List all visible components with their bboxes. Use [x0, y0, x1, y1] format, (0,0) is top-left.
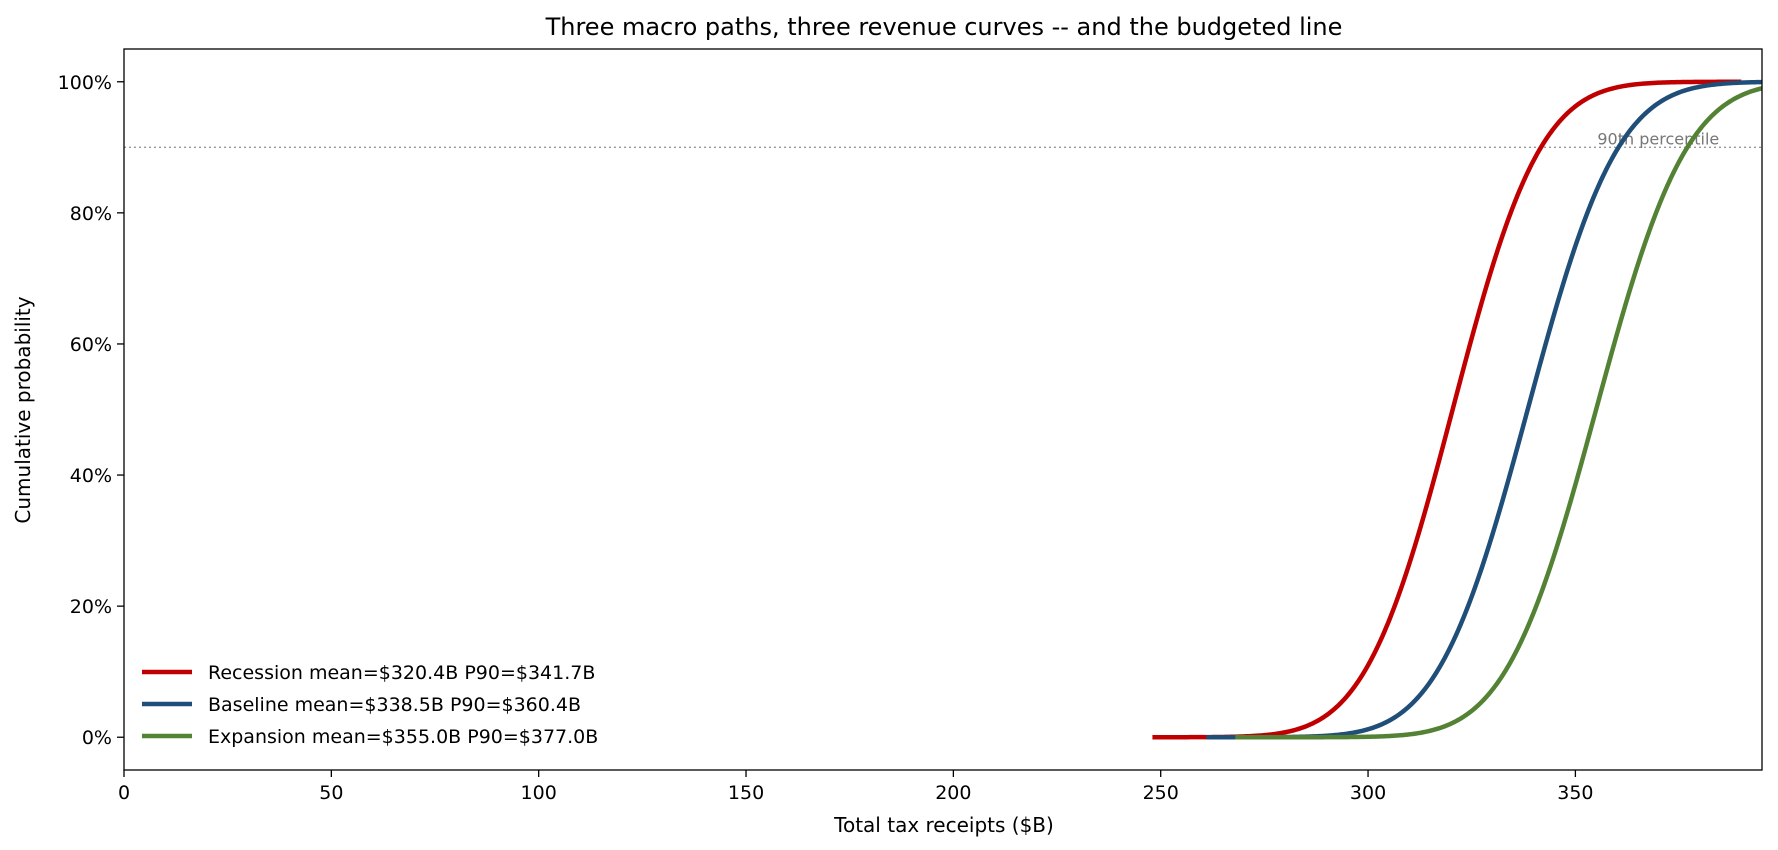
y-tick-label: 20% — [70, 596, 112, 618]
y-tick-label: 80% — [70, 203, 112, 225]
reference-line-label: 90th percentile — [1597, 129, 1719, 148]
axes-frame — [123, 48, 1763, 771]
x-tick-label: 250 — [1143, 782, 1179, 804]
x-tick-label: 150 — [728, 782, 764, 804]
plot-area: 90th percentile 0 50 100 150 200 250 300 350 0% 20… — [58, 48, 1763, 804]
chart-title: Three macro paths, three revenue curves … — [545, 13, 1343, 41]
legend: Recession mean=$320.4B P90=$341.7B Baseli… — [142, 662, 598, 748]
y-axis-label: Cumulative probability — [11, 296, 35, 523]
x-axis-label: Total tax receipts ($B) — [833, 813, 1054, 837]
series-line-1 — [1152, 79, 1742, 740]
y-tick-label: 0% — [82, 727, 112, 749]
x-tick-label: 50 — [319, 782, 343, 804]
x-tick-label: 300 — [1350, 782, 1386, 804]
x-tick-label: 200 — [935, 782, 971, 804]
legend-label-1: Recession mean=$320.4B P90=$341.7B — [208, 662, 595, 684]
series-line-3 — [1234, 86, 1762, 740]
y-tick-label: 60% — [70, 334, 112, 356]
y-tick-label: 40% — [70, 465, 112, 487]
series-line-2 — [1205, 79, 1762, 740]
legend-label-2: Baseline mean=$338.5B P90=$360.4B — [208, 694, 581, 716]
x-tick-label: 350 — [1557, 782, 1593, 804]
legend-label-3: Expansion mean=$355.0B P90=$377.0B — [208, 726, 598, 748]
y-tick-label: 100% — [58, 72, 112, 94]
x-tick-label: 100 — [521, 782, 557, 804]
x-tick-label: 0 — [118, 782, 130, 804]
